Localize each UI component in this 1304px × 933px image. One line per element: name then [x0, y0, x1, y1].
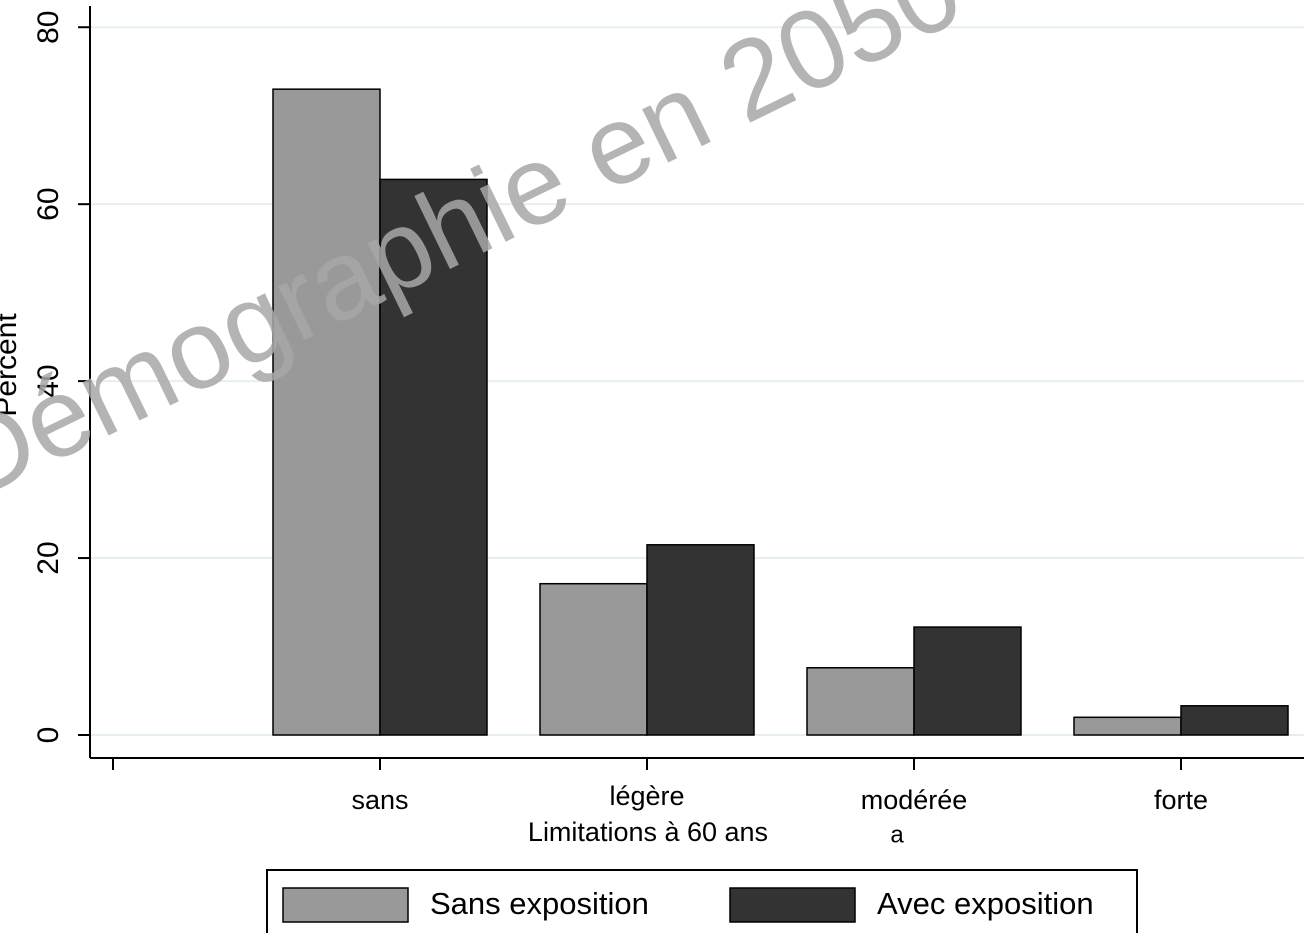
- x-tick-label: forte: [1154, 785, 1208, 815]
- y-axis-label: Percent: [0, 313, 23, 417]
- legend-label: Avec exposition: [877, 886, 1094, 921]
- bar: [806, 667, 915, 736]
- legend-box: [266, 869, 1138, 933]
- bar: [1073, 716, 1182, 736]
- x-axis-label: Limitations à 60 ans: [528, 817, 768, 847]
- bar: [272, 88, 381, 736]
- bar: [1180, 705, 1289, 736]
- legend-swatch: [282, 887, 409, 923]
- y-tick-label: 60: [32, 187, 65, 220]
- x-tick-label: modérée: [861, 785, 968, 815]
- note: a: [890, 821, 904, 848]
- bar: [379, 178, 488, 736]
- legend-label: Sans exposition: [430, 886, 649, 921]
- y-tick-label: 80: [32, 11, 65, 44]
- y-tick-label: 40: [32, 364, 65, 397]
- x-tick-label: légère: [609, 781, 684, 811]
- bar: [646, 544, 755, 736]
- legend-swatch: [729, 887, 856, 923]
- y-tick-label: 0: [32, 727, 65, 744]
- bar: [539, 582, 648, 736]
- x-tick-label: sans: [351, 785, 408, 815]
- bar: [913, 626, 1022, 736]
- y-tick-label: 20: [32, 541, 65, 574]
